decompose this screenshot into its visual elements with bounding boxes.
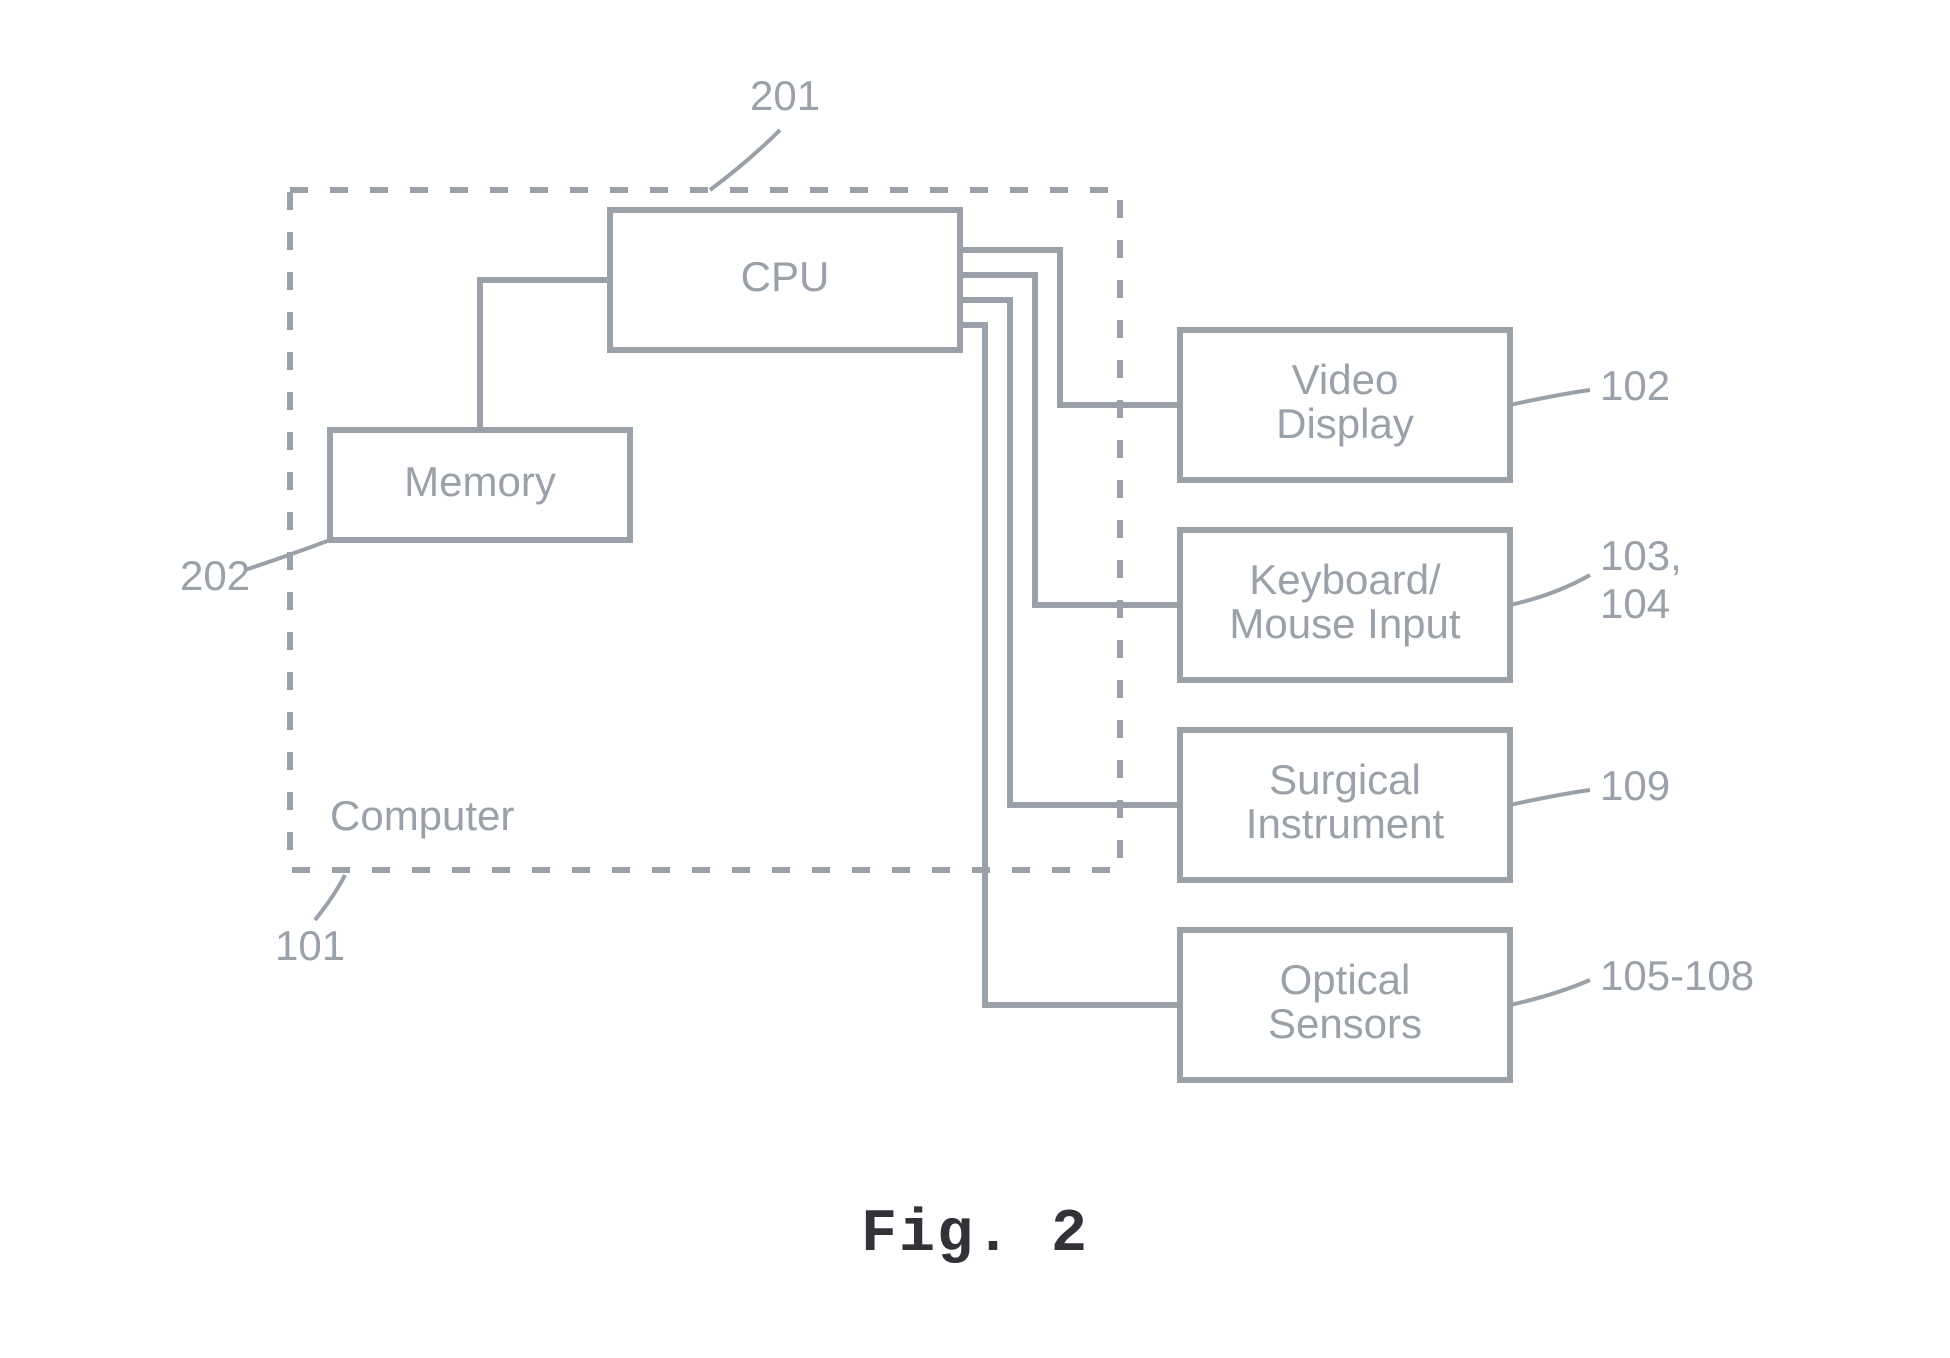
ref-105-108: 105-108	[1600, 952, 1754, 999]
node-optical-label-line1: Sensors	[1268, 1000, 1422, 1047]
ref-102: 102	[1600, 362, 1670, 409]
ref-101: 101	[275, 922, 345, 969]
node-cpu-label: CPU	[741, 253, 830, 300]
ref-leader-6	[1510, 980, 1590, 1005]
node-video-label-line1: Display	[1276, 400, 1414, 447]
edge-memory-cpu	[480, 280, 610, 430]
figure-caption: Fig. 2	[861, 1201, 1089, 1269]
ref-leader-5	[1510, 790, 1590, 805]
computer-label: Computer	[330, 792, 514, 839]
ref-103-104-line0: 103,	[1600, 532, 1682, 579]
node-video-label-line0: Video	[1292, 356, 1399, 403]
ref-leader-0	[710, 130, 780, 190]
edge-cpu-kbm	[960, 275, 1180, 605]
ref-103-104-line1: 104	[1600, 580, 1670, 627]
node-kbm-label-line0: Keyboard/	[1249, 556, 1441, 603]
node-surg-label-line1: Instrument	[1246, 800, 1445, 847]
node-kbm-label-line1: Mouse Input	[1229, 600, 1460, 647]
ref-109: 109	[1600, 762, 1670, 809]
edge-cpu-surg	[960, 300, 1180, 805]
edge-cpu-optical	[960, 325, 1180, 1005]
node-surg-label-line0: Surgical	[1269, 756, 1421, 803]
ref-201: 201	[750, 72, 820, 119]
ref-leader-4	[1510, 575, 1590, 605]
ref-202: 202	[180, 552, 250, 599]
ref-leader-2	[315, 875, 345, 920]
ref-leader-3	[1510, 390, 1590, 405]
node-memory-label: Memory	[404, 458, 556, 505]
node-optical-label-line0: Optical	[1280, 956, 1411, 1003]
